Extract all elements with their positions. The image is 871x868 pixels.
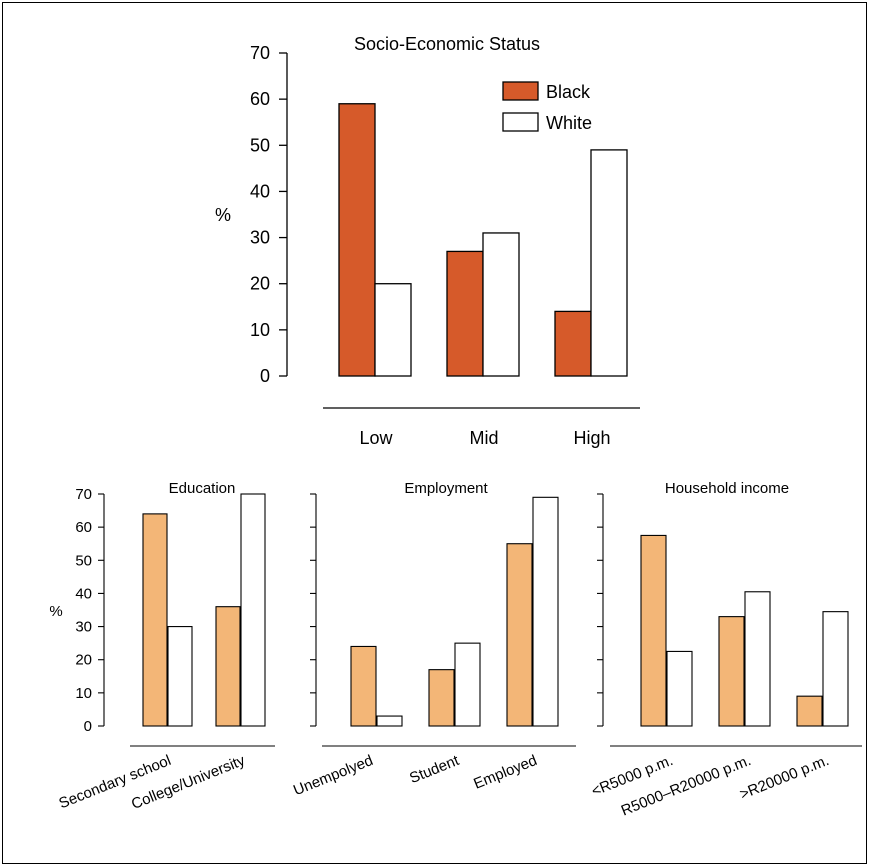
education-ytick-label-2: 20: [75, 652, 92, 669]
ses-y-ticks: 0 10 20 30 40 50 60 70: [250, 43, 287, 386]
education-ylabel: %: [49, 603, 62, 620]
ses-ytick-label-7: 70: [250, 43, 270, 63]
income-chart: Household income <R5000 p.m. R5000–R2000…: [589, 480, 862, 820]
ses-bar-black-mid: [446, 250, 484, 377]
ses-bar-black-high: [554, 310, 592, 377]
ses-ytick-label-5: 50: [250, 135, 270, 155]
income-bar-black-low: [640, 534, 667, 727]
education-ytick-label-5: 50: [75, 552, 92, 569]
ses-ytick-label-3: 30: [250, 228, 270, 248]
education-ytick-label-4: 40: [75, 585, 92, 602]
employment-xtick-label-employed: Employed: [471, 752, 539, 793]
ses-bar-white-mid: [482, 232, 520, 377]
income-bar-white-mid: [744, 591, 771, 727]
ses-title: Socio-Economic Status: [354, 34, 540, 54]
income-bar-white-high: [822, 611, 849, 727]
income-title: Household income: [665, 480, 789, 497]
employment-bar-black-employed: [506, 543, 533, 727]
education-ytick-label-6: 60: [75, 519, 92, 536]
ses-ytick-label-6: 60: [250, 89, 270, 109]
education-bar-white-secondary: [167, 626, 193, 727]
ses-bar-white-low: [374, 283, 412, 377]
income-xtick-label-high: >R20000 p.m.: [737, 752, 831, 803]
employment-bar-black-unemployed: [350, 645, 377, 727]
employment-xtick-label-student: Student: [407, 752, 462, 787]
education-chart: Education % 0 10 20 30 40 50 60 70: [49, 480, 275, 813]
ses-bar-black-low: [338, 103, 376, 377]
legend-label-white: White: [546, 113, 592, 133]
ses-xtick-label-mid: Mid: [469, 428, 498, 448]
legend-swatch-white: [502, 112, 539, 132]
education-title: Education: [169, 480, 236, 497]
income-xtick-label-mid: R5000–R20000 p.m.: [619, 752, 754, 820]
legend-swatch-black: [502, 81, 539, 101]
education-y-ticks: 0 10 20 30 40 50 60 70: [75, 486, 104, 735]
ses-ytick-label-1: 10: [250, 320, 270, 340]
education-ytick-label-3: 30: [75, 619, 92, 636]
employment-bar-white-unemployed: [376, 715, 403, 727]
employment-title: Employment: [404, 480, 488, 497]
education-ytick-label-1: 10: [75, 685, 92, 702]
ses-ytick-label-0: 0: [260, 366, 270, 386]
employment-bar-white-student: [454, 642, 481, 727]
employment-bar-white-employed: [532, 496, 559, 727]
employment-chart: Employment Unempolyed Student Employed: [291, 480, 576, 799]
ses-ytick-label-4: 40: [250, 181, 270, 201]
employment-xtick-label-unemployed: Unempolyed: [291, 752, 375, 799]
employment-bar-black-student: [428, 669, 455, 727]
education-bars: [142, 493, 266, 727]
education-ytick-label-7: 70: [75, 486, 92, 503]
income-y-ticks: [597, 493, 603, 727]
ses-ytick-label-2: 20: [250, 274, 270, 294]
education-bar-white-college: [240, 493, 266, 727]
income-bar-black-high: [796, 695, 823, 727]
ses-xtick-label-high: High: [573, 428, 610, 448]
employment-y-ticks: [310, 493, 316, 727]
education-bar-black-college: [215, 606, 241, 727]
ses-ylabel: %: [215, 205, 231, 225]
ses-bar-white-high: [590, 149, 628, 377]
ses-xtick-label-low: Low: [359, 428, 393, 448]
education-ytick-label-0: 0: [84, 718, 92, 735]
employment-bars: [350, 496, 559, 727]
income-bars: [640, 534, 849, 727]
ses-bars: [338, 103, 628, 377]
ses-chart: Socio-Economic Status % 0 10 20 30 40 50…: [215, 34, 640, 448]
income-bar-white-low: [666, 650, 693, 727]
education-bar-black-secondary: [142, 513, 168, 727]
ses-legend: Black White: [502, 81, 592, 133]
legend-label-black: Black: [546, 82, 591, 102]
income-bar-black-mid: [718, 616, 745, 727]
